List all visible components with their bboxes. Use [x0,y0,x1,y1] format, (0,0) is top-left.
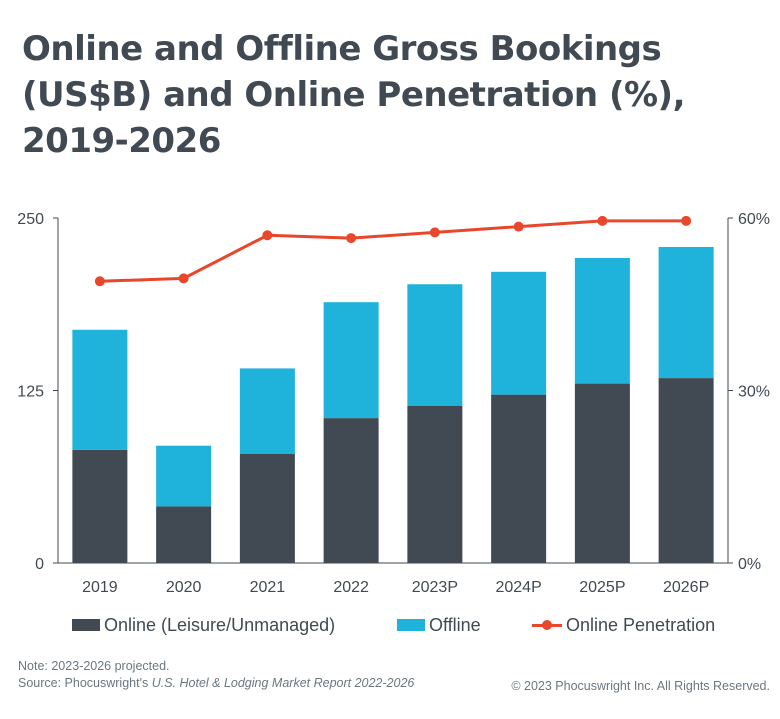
penetration-line [99,219,687,283]
bar-online-2020 [156,506,212,563]
copyright: © 2023 Phocuswright Inc. All Rights Rese… [511,679,770,693]
legend-item-online: Online (Leisure/Unmanaged) [72,612,335,638]
legend-item-offline: Offline [397,612,481,638]
right-tick-label: 60% [738,211,770,228]
x-tick-label: 2021 [250,579,286,596]
legend-item-penetration: Online Penetration [532,612,715,638]
legend-swatch-penetration [532,619,562,631]
source-report-title: U.S. Hotel & Lodging Market Report 2022-… [151,676,415,690]
bar-offline-2022 [323,302,379,419]
left-tick-label: 0 [35,556,44,573]
penetration-point-2023P [429,227,440,238]
penetration-point-2026P [681,215,692,226]
legend-swatch-online [72,619,100,631]
bar-offline-2021 [239,368,295,454]
bar-offline-2024P [491,271,547,395]
legend-swatch-offline [397,619,425,631]
bar-offline-2026P [658,246,714,379]
legend-label-penetration: Online Penetration [566,614,716,635]
legend-label-online: Online (Leisure/Unmanaged) [104,614,336,635]
penetration-point-2020 [178,273,189,284]
x-tick-label: 2024P [495,579,541,596]
left-tick-label: 250 [17,211,44,228]
axes-layer: 2019 2020 2021 2022 2023P 2024P 2025P 2026P 0 125… [17,211,770,596]
bar-layer [72,246,714,563]
penetration-point-2024P [513,221,524,232]
x-tick-label: 2023P [412,579,458,596]
source-prefix: Source: Phocuswright's [18,676,152,690]
bar-online-2026P [658,378,714,563]
bookings-chart: 2019 2020 2021 2022 2023P 2024P 2025P 2026P 0 125… [17,211,770,596]
legend: Online (Leisure/Unmanaged) Offline Onlin… [0,612,780,638]
right-tick-label: 0% [738,556,761,573]
bar-online-2021 [239,453,295,563]
chart-title: Online and Offline Gross Bookings (US$B)… [22,26,762,164]
x-tick-label: 2022 [333,579,369,596]
footnote: Note: 2023-2026 projected. [18,659,170,673]
bar-online-2024P [491,394,547,563]
chart-title-line-1: Online and Offline Gross Bookings [22,29,662,69]
x-tick-label: 2025P [579,579,625,596]
legend-label-offline: Offline [429,614,481,635]
bar-online-2022 [323,418,379,563]
bar-offline-2023P [407,284,463,406]
bar-offline-2019 [72,329,128,450]
chart-title-line-2: (US$B) and Online Penetration (%), [22,75,686,115]
penetration-point-2021 [262,230,273,241]
penetration-point-2025P [597,215,608,226]
x-tick-label: 2019 [82,579,118,596]
penetration-point-2022 [346,233,357,244]
left-tick-label: 125 [17,384,44,401]
bar-offline-2020 [156,445,212,507]
penetration-point-2019 [94,276,105,287]
bar-online-2025P [574,383,630,563]
penetration-line-layer [94,215,692,287]
chart-title-line-3: 2019-2026 [22,121,221,161]
x-tick-label: 2020 [166,579,202,596]
x-tick-label: 2026P [663,579,709,596]
bar-online-2023P [407,405,463,563]
right-tick-label: 30% [738,384,770,401]
bar-offline-2025P [574,258,630,384]
source-note: Source: Phocuswright's U.S. Hotel & Lodg… [18,676,414,690]
bar-online-2019 [72,449,128,563]
